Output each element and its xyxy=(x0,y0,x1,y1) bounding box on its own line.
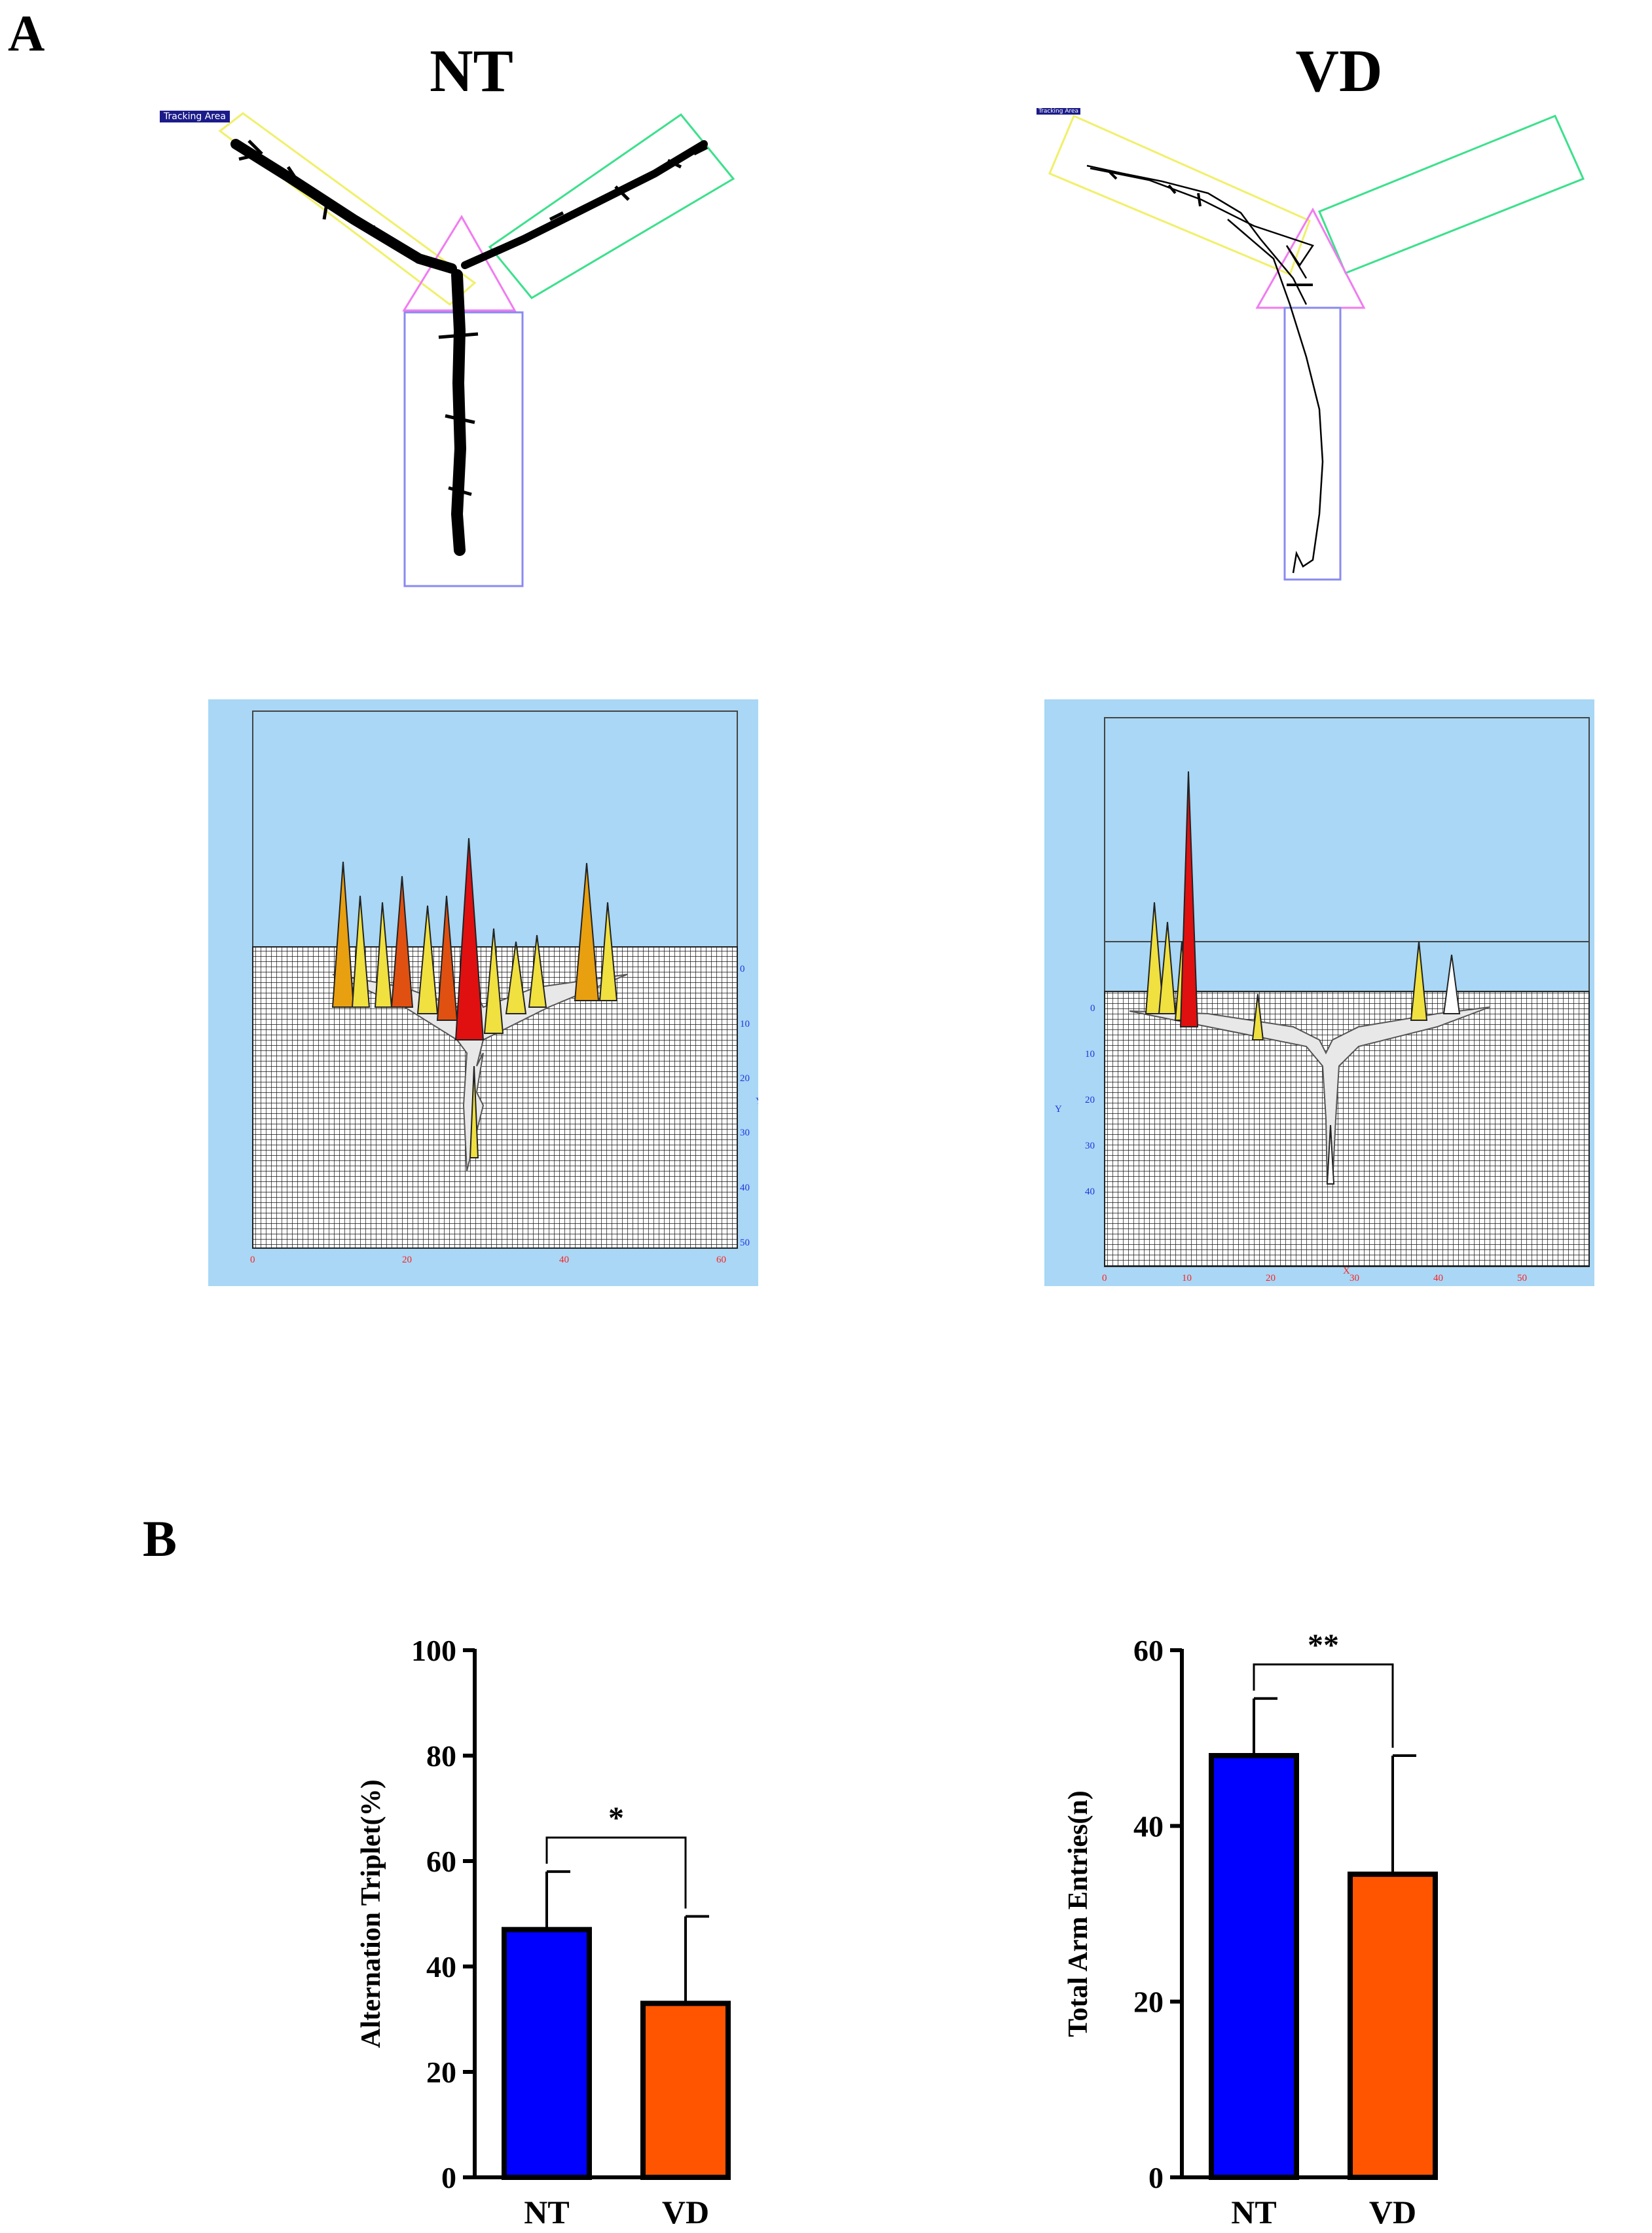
bar-nt xyxy=(1209,1753,1299,2180)
vd-x-axis-label: X xyxy=(1343,1266,1350,1276)
y-tick-label: 100 xyxy=(411,1634,456,1667)
nt-track-path xyxy=(230,139,708,556)
y-tick-label: 40 xyxy=(1133,1809,1164,1843)
total-arm-entries-chart: 0 20 40 60 Total Arm Entries(n) NT VD ** xyxy=(1063,1628,1438,2230)
vd-title: VD xyxy=(1295,37,1383,104)
y-tick-label: 40 xyxy=(426,1950,456,1984)
vd-x-tick: 40 xyxy=(1433,1273,1443,1283)
nt-y-tick: 0 xyxy=(740,964,745,974)
vd-y-tick: 10 xyxy=(1085,1049,1095,1060)
nt-right-arm-box xyxy=(488,113,735,299)
nt-x-tick: 0 xyxy=(250,1255,255,1265)
nt-x-tick: 20 xyxy=(402,1255,412,1265)
y-axis-label: Total Arm Entries(n) xyxy=(1063,1790,1093,2037)
bar-nt xyxy=(502,1927,592,2180)
vd-y-tick: 20 xyxy=(1085,1095,1095,1105)
nt-x-tick: 60 xyxy=(716,1255,726,1265)
vd-left-arm-box xyxy=(1048,115,1311,276)
bar-vd xyxy=(1348,1872,1438,2180)
y-tick-label: 0 xyxy=(1148,2161,1164,2194)
x-tick-label: NT xyxy=(1231,2194,1276,2230)
y-tick-label: 20 xyxy=(1133,1985,1164,2019)
nt-x-tick: 40 xyxy=(559,1255,569,1265)
vd-y-tick: 40 xyxy=(1085,1187,1095,1197)
vd-heatmap: 0 10 20 30 40 50 X 0 10 20 30 40 Y xyxy=(1044,699,1594,1286)
y-tick-label: 80 xyxy=(426,1739,456,1773)
vd-y-tick: 0 xyxy=(1090,1003,1095,1014)
vd-x-tick: 10 xyxy=(1182,1273,1192,1283)
vd-tracking-area-label: Tracking Area xyxy=(1037,108,1081,115)
x-tick-label: NT xyxy=(524,2194,569,2230)
vd-bottom-arm-box xyxy=(1283,306,1342,581)
panel-b-letter: B xyxy=(143,1510,177,1567)
vd-track-plot: Tracking Area xyxy=(1031,108,1594,586)
nt-title: NT xyxy=(430,37,513,104)
nt-y-tick: 50 xyxy=(740,1238,750,1248)
nt-y-tick: 40 xyxy=(740,1183,750,1193)
vd-peaks xyxy=(1145,771,1461,1185)
vd-x-tick: 30 xyxy=(1349,1273,1359,1283)
alternation-triplet-chart: 0 20 40 60 80 100 Alternation Triplet(%) NT VD * xyxy=(356,1634,731,2230)
nt-heatmap: 0 20 40 60 0 10 20 30 40 50 Y xyxy=(208,699,763,1286)
significance-label: ** xyxy=(1308,1628,1339,1663)
nt-y-tick: 10 xyxy=(740,1019,750,1029)
bar-vd xyxy=(640,2001,731,2180)
nt-left-arm-box xyxy=(218,112,477,306)
significance-label: * xyxy=(608,1801,624,1836)
y-tick-label: 0 xyxy=(441,2161,456,2194)
nt-y-axis-label: Y xyxy=(756,1096,758,1107)
x-tick-label: VD xyxy=(1369,2194,1416,2230)
nt-y-tick: 30 xyxy=(740,1128,750,1138)
nt-track-plot: Tracking Area xyxy=(157,108,746,599)
x-tick-label: VD xyxy=(662,2194,709,2230)
y-tick-label: 60 xyxy=(426,1845,456,1878)
significance-bracket xyxy=(1253,1663,1394,1748)
vd-y-tick: 30 xyxy=(1085,1141,1095,1151)
panel-a-letter: A xyxy=(8,5,45,62)
nt-y-tick: 20 xyxy=(740,1073,750,1084)
vd-y-axis-label: Y xyxy=(1055,1104,1062,1115)
vd-x-tick: 20 xyxy=(1266,1273,1276,1283)
y-tick-label: 60 xyxy=(1133,1634,1164,1667)
vd-x-tick: 50 xyxy=(1517,1273,1527,1283)
y-tick-label: 20 xyxy=(426,2056,456,2089)
y-axis-label: Alternation Triplet(%) xyxy=(356,1779,386,2048)
significance-bracket xyxy=(545,1836,687,1909)
vd-right-arm-box xyxy=(1318,115,1585,274)
vd-track-path xyxy=(1086,164,1324,574)
nt-peaks xyxy=(331,838,618,1158)
vd-x-tick: 0 xyxy=(1102,1273,1107,1283)
nt-tracking-area-label: Tracking Area xyxy=(160,111,230,122)
